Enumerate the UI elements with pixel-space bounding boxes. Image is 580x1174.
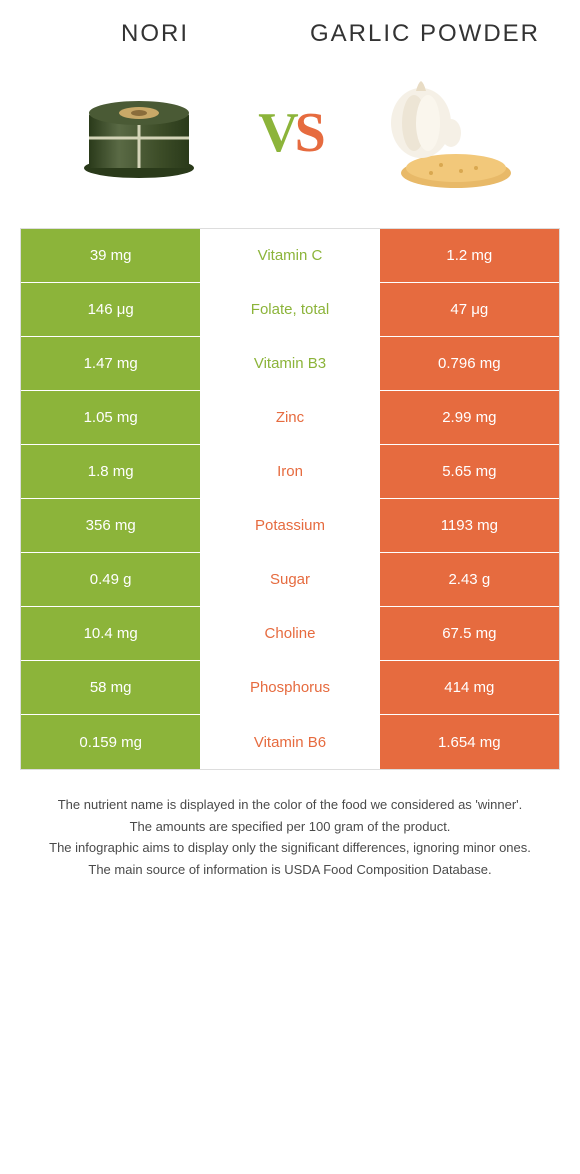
value-right: 47 μg bbox=[380, 283, 559, 336]
value-right: 0.796 mg bbox=[380, 337, 559, 390]
value-right: 414 mg bbox=[380, 661, 559, 714]
vs-s: S bbox=[295, 102, 322, 164]
footer-line2: The amounts are specified per 100 gram o… bbox=[40, 817, 540, 837]
value-left: 39 mg bbox=[21, 229, 200, 282]
footer-line4: The main source of information is USDA F… bbox=[40, 860, 540, 880]
table-row: 0.159 mgVitamin B61.654 mg bbox=[21, 715, 559, 769]
nori-icon bbox=[74, 83, 204, 183]
nutrient-label: Vitamin B6 bbox=[200, 715, 379, 769]
nutrient-label: Vitamin C bbox=[200, 229, 379, 282]
value-right: 1.654 mg bbox=[380, 715, 559, 769]
value-right: 5.65 mg bbox=[380, 445, 559, 498]
table-row: 356 mgPotassium1193 mg bbox=[21, 499, 559, 553]
value-right: 1.2 mg bbox=[380, 229, 559, 282]
table-row: 0.49 gSugar2.43 g bbox=[21, 553, 559, 607]
value-left: 1.05 mg bbox=[21, 391, 200, 444]
nutrient-label: Phosphorus bbox=[200, 661, 379, 714]
food1-title: Nori bbox=[20, 20, 290, 48]
value-left: 1.8 mg bbox=[21, 445, 200, 498]
images-row: VS bbox=[20, 58, 560, 208]
table-row: 39 mgVitamin C1.2 mg bbox=[21, 229, 559, 283]
nutrient-label: Potassium bbox=[200, 499, 379, 552]
vs-v: V bbox=[258, 102, 294, 164]
food2-title: Garlic powder bbox=[290, 20, 560, 48]
header: Nori Garlic powder bbox=[20, 20, 560, 48]
footer-line1: The nutrient name is displayed in the co… bbox=[40, 795, 540, 815]
table-row: 146 μgFolate, total47 μg bbox=[21, 283, 559, 337]
food2-image bbox=[322, 73, 560, 193]
nutrient-label: Iron bbox=[200, 445, 379, 498]
table-row: 1.05 mgZinc2.99 mg bbox=[21, 391, 559, 445]
value-right: 67.5 mg bbox=[380, 607, 559, 660]
nutrient-label: Zinc bbox=[200, 391, 379, 444]
footer-notes: The nutrient name is displayed in the co… bbox=[20, 795, 560, 879]
value-left: 10.4 mg bbox=[21, 607, 200, 660]
value-left: 356 mg bbox=[21, 499, 200, 552]
value-right: 2.43 g bbox=[380, 553, 559, 606]
value-left: 0.49 g bbox=[21, 553, 200, 606]
footer-line3: The infographic aims to display only the… bbox=[40, 838, 540, 858]
table-row: 58 mgPhosphorus414 mg bbox=[21, 661, 559, 715]
value-left: 58 mg bbox=[21, 661, 200, 714]
food1-image bbox=[20, 83, 258, 183]
table-row: 10.4 mgCholine67.5 mg bbox=[21, 607, 559, 661]
vs-label: VS bbox=[258, 101, 322, 165]
table-row: 1.8 mgIron5.65 mg bbox=[21, 445, 559, 499]
nutrient-label: Choline bbox=[200, 607, 379, 660]
nutrient-label: Folate, total bbox=[200, 283, 379, 336]
value-right: 1193 mg bbox=[380, 499, 559, 552]
nutrient-label: Vitamin B3 bbox=[200, 337, 379, 390]
garlic-icon bbox=[366, 73, 516, 193]
value-left: 146 μg bbox=[21, 283, 200, 336]
nutrient-label: Sugar bbox=[200, 553, 379, 606]
value-left: 0.159 mg bbox=[21, 715, 200, 769]
comparison-table: 39 mgVitamin C1.2 mg146 μgFolate, total4… bbox=[20, 228, 560, 770]
value-right: 2.99 mg bbox=[380, 391, 559, 444]
value-left: 1.47 mg bbox=[21, 337, 200, 390]
table-row: 1.47 mgVitamin B30.796 mg bbox=[21, 337, 559, 391]
